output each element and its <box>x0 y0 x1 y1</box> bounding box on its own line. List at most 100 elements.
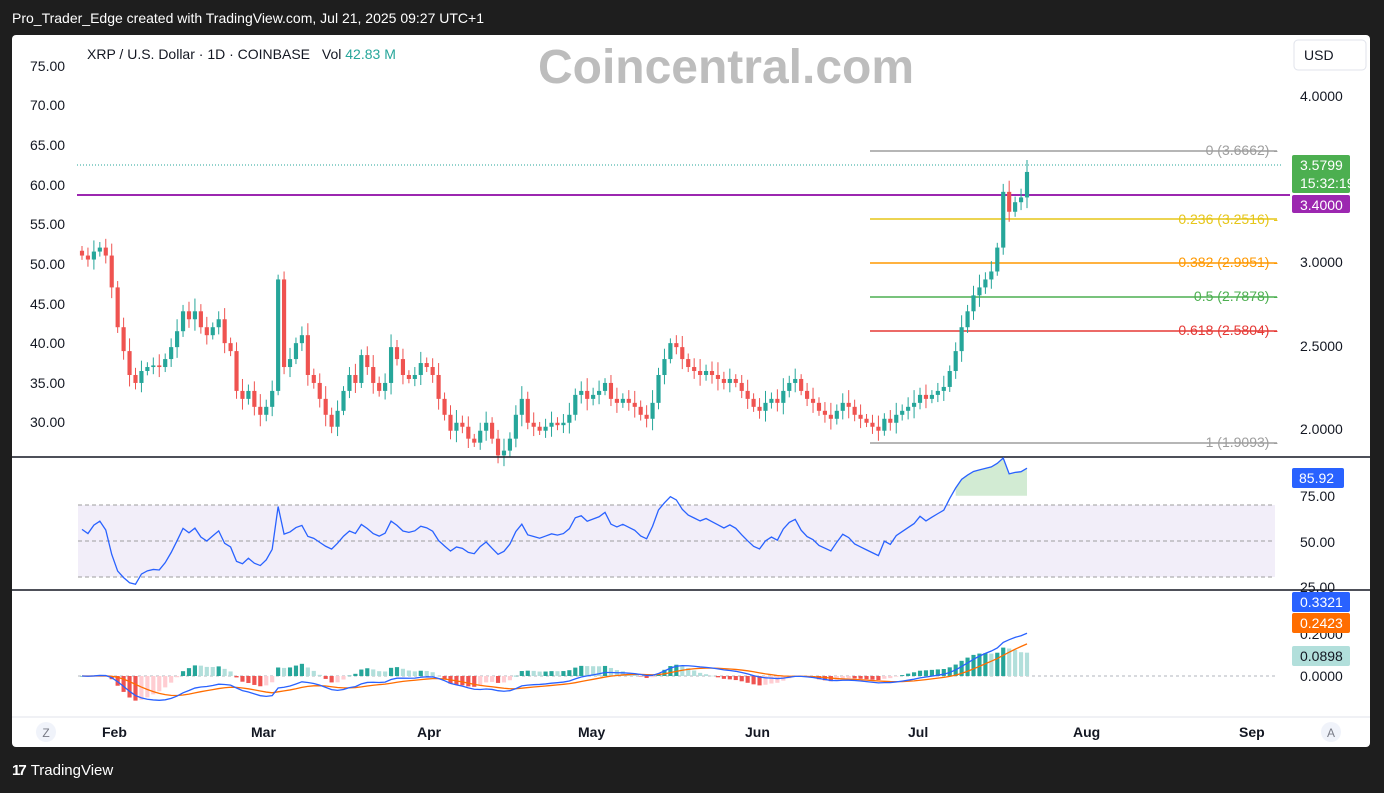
candle-body <box>727 378 732 383</box>
a-icon: A <box>1327 726 1335 740</box>
fib-label-0.5: 0.5 (2.7878) - <box>1194 288 1278 304</box>
macd-histogram-bar <box>466 676 471 687</box>
macd-histogram-bar <box>323 676 328 679</box>
candle-body <box>430 367 435 375</box>
candle-body <box>394 347 400 360</box>
candle-body <box>180 311 186 332</box>
tradingview-brand: TradingView <box>30 762 114 779</box>
fibonacci-retracement[interactable]: 0 (3.6662) - 0.236 (3.2516) - 0.382 (2.9… <box>870 142 1278 450</box>
macd-histogram-bar <box>501 676 507 683</box>
candle-body <box>787 382 792 391</box>
candle-body <box>834 410 839 419</box>
macd-histogram-bar <box>246 676 251 684</box>
candle-body <box>400 359 406 375</box>
macd-histogram-bar <box>882 676 887 679</box>
candle-body <box>341 390 346 411</box>
macd-histogram-bar <box>365 668 370 676</box>
candle-body <box>133 374 138 383</box>
candle-body <box>822 410 828 415</box>
candle-body <box>293 343 299 360</box>
candle-body <box>383 382 388 391</box>
macd-histogram-bar <box>751 676 756 685</box>
candle-body <box>79 250 85 256</box>
candle-body <box>495 438 501 456</box>
candle-body <box>228 343 233 352</box>
candle-body <box>281 279 287 368</box>
currency-button[interactable]: USD <box>1293 39 1367 71</box>
macd-histogram-bar <box>133 676 138 701</box>
candle-body <box>531 422 536 427</box>
macd-histogram-bar <box>169 676 174 683</box>
auto-scale-z-button[interactable]: Z <box>36 722 56 742</box>
candle-body <box>923 394 929 399</box>
rsi-tick: 25.00 <box>1300 579 1335 595</box>
macd-histogram <box>79 647 1030 701</box>
candle-body <box>733 378 738 383</box>
time-axis: Z Feb Mar Apr May Jun Jul Aug Sep A <box>12 716 1370 742</box>
macd-histogram-bar <box>1018 652 1024 676</box>
candle-body <box>929 394 934 399</box>
candle-body <box>549 422 554 427</box>
candle-body <box>246 390 251 399</box>
candle-body <box>662 359 667 375</box>
macd-histogram-bar <box>692 670 697 676</box>
candle-body <box>335 410 340 427</box>
candle-body <box>763 402 768 411</box>
candle-body <box>596 390 602 395</box>
macd-signal-line <box>81 643 1028 697</box>
candle-body <box>85 255 91 260</box>
last-price-badge: 3.5799 15:32:19 <box>1292 155 1355 193</box>
candle-body <box>501 450 507 456</box>
macd-histogram-bar <box>995 652 1000 676</box>
candle-body <box>519 398 524 415</box>
candle-body <box>983 279 988 288</box>
macd-histogram-bar <box>638 676 643 677</box>
candle-body <box>412 374 417 379</box>
candle-body <box>644 414 649 419</box>
candle-body <box>680 347 685 360</box>
candle-body <box>252 390 257 407</box>
candle-body <box>668 343 673 360</box>
macd-histogram-bar <box>769 676 774 684</box>
macd-histogram-bar <box>347 675 352 677</box>
left-tick: 60.00 <box>30 177 65 193</box>
candle-body <box>537 426 542 431</box>
candle-body <box>656 374 661 403</box>
candle-body <box>941 386 946 391</box>
candle-body <box>157 365 162 368</box>
macd-histogram-bar <box>228 671 233 676</box>
candle-body <box>175 331 180 348</box>
fib-label-1: 1 (1.9093) - <box>1206 434 1279 450</box>
macd-histogram-bar <box>846 676 851 679</box>
macd-histogram-bar <box>353 673 358 676</box>
candle-body <box>472 438 477 443</box>
candle-body <box>234 351 239 391</box>
signal-value: 0.2423 <box>1300 615 1343 631</box>
macd-histogram-bar <box>383 671 388 676</box>
chart-credit: Pro_Trader_Edge created with TradingView… <box>12 10 484 26</box>
candle-body <box>311 374 316 383</box>
macd-histogram-bar <box>299 663 304 676</box>
candle-body <box>917 394 923 403</box>
candle-body <box>270 390 275 407</box>
macd-histogram-bar <box>715 676 721 678</box>
candle-body <box>876 426 881 431</box>
candle-body <box>757 406 762 411</box>
auto-scale-a-button[interactable]: A <box>1321 722 1341 742</box>
macd-line <box>81 632 1028 701</box>
candle-body <box>169 347 174 360</box>
candle-body <box>561 422 566 426</box>
macd-histogram-bar <box>139 676 144 700</box>
candle-body <box>507 438 513 451</box>
candle-body <box>264 406 269 415</box>
candle-body <box>139 371 144 383</box>
candle-body <box>418 363 423 375</box>
candle-body <box>989 271 994 280</box>
tradingview-logo[interactable]: 17 TradingView <box>12 762 113 779</box>
candle-body <box>163 359 168 368</box>
macd-histogram-bar <box>585 666 590 676</box>
macd-histogram-bar <box>377 671 382 676</box>
macd-histogram-bar <box>287 667 293 676</box>
macd-histogram-bar <box>674 664 679 676</box>
macd-histogram-bar <box>822 676 828 681</box>
